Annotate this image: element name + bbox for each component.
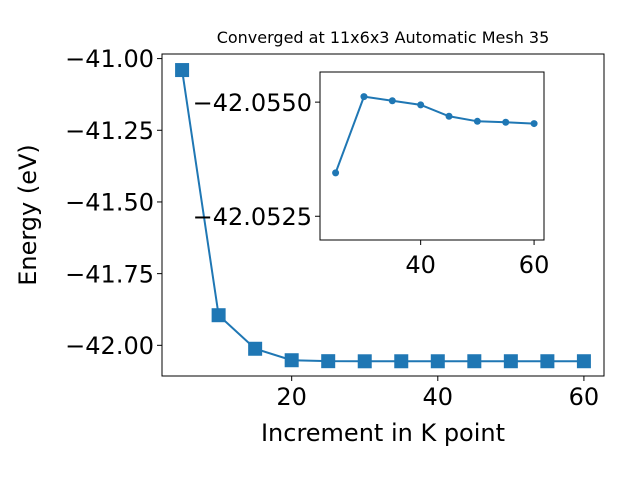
main-x-ticks: 20 40 60	[276, 376, 599, 411]
inset-data-point	[388, 97, 396, 105]
main-data-point	[211, 308, 226, 323]
main-x-tick-label: 20	[276, 383, 307, 411]
main-data-point	[321, 354, 336, 369]
inset-x-tick-label: 60	[519, 251, 550, 279]
main-data-point	[284, 353, 299, 368]
main-y-tick-label: −41.25	[65, 117, 154, 145]
inset-x-ticks: 40 60	[405, 240, 549, 279]
main-data-point	[248, 341, 263, 356]
inset-data-point	[445, 112, 453, 120]
main-plot-frame	[161, 53, 605, 377]
main-y-tick-label: −41.75	[65, 260, 154, 288]
x-axis-label: Increment in K point	[261, 419, 505, 447]
inset-series-line	[334, 95, 535, 174]
main-y-tick-label: −41.50	[65, 189, 154, 217]
chart-title: Converged at 11x6x3 Automatic Mesh 35	[217, 28, 550, 47]
inset-data-point	[332, 169, 340, 177]
inset-x-tick-label: 40	[405, 251, 436, 279]
inset-y-tick-label: −42.0525	[193, 203, 312, 231]
main-x-tick-label: 40	[423, 383, 454, 411]
inset-data-point	[502, 118, 510, 126]
inset-series	[332, 93, 538, 177]
inset-axes: 40 60 −42.0550 −42.0525	[193, 71, 549, 279]
y-axis-label: Energy (eV)	[14, 144, 42, 286]
inset-data-point	[473, 117, 481, 125]
inset-data-point	[530, 120, 538, 128]
main-data-point	[540, 354, 555, 369]
main-y-tick-label: −42.00	[65, 332, 154, 360]
inset-data-point	[417, 101, 425, 109]
main-x-tick-label: 60	[569, 383, 600, 411]
inset-plot-frame	[319, 71, 545, 241]
main-data-point	[394, 354, 409, 369]
main-y-ticks: −42.00 −41.75 −41.50 −41.25 −41.00	[65, 45, 162, 360]
main-data-point	[357, 354, 372, 369]
inset-y-ticks: −42.0550 −42.0525	[193, 89, 320, 231]
main-data-point	[503, 354, 518, 369]
main-data-point	[430, 354, 445, 369]
main-data-point	[576, 354, 591, 369]
main-axes: 20 40 60 −42.00 −41.75 −41.50 −41.25 −41.00 Co…	[14, 28, 605, 447]
inset-y-tick-label: −42.0550	[193, 89, 312, 117]
main-data-point	[175, 63, 190, 78]
inset-data-point	[360, 93, 368, 101]
main-series	[175, 63, 591, 369]
main-data-point	[467, 354, 482, 369]
main-y-tick-label: −41.00	[65, 45, 154, 73]
